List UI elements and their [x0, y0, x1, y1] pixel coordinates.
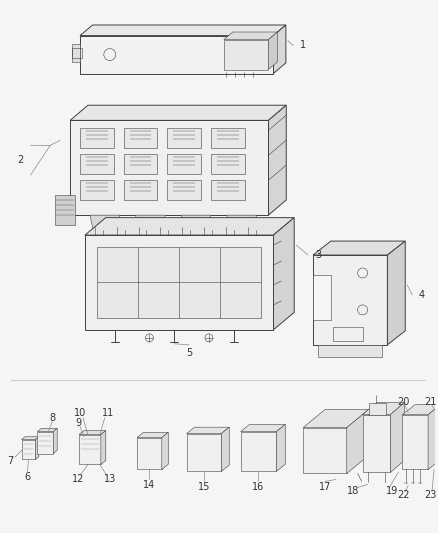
Polygon shape: [303, 427, 347, 473]
Polygon shape: [90, 215, 120, 233]
Polygon shape: [211, 180, 244, 200]
Polygon shape: [135, 215, 165, 233]
Polygon shape: [124, 154, 157, 174]
Polygon shape: [268, 32, 277, 69]
Polygon shape: [70, 105, 286, 120]
Polygon shape: [97, 247, 261, 318]
Polygon shape: [313, 275, 331, 320]
Polygon shape: [80, 180, 114, 200]
Text: 9: 9: [75, 417, 81, 427]
Polygon shape: [162, 432, 168, 470]
Text: 19: 19: [386, 487, 399, 496]
Polygon shape: [167, 128, 201, 148]
Polygon shape: [363, 415, 390, 472]
Text: 11: 11: [102, 408, 114, 418]
Text: 1: 1: [300, 39, 306, 50]
Polygon shape: [80, 128, 114, 148]
Polygon shape: [211, 128, 244, 148]
Polygon shape: [85, 235, 273, 330]
Polygon shape: [428, 405, 438, 470]
Polygon shape: [101, 431, 106, 464]
Polygon shape: [318, 345, 382, 357]
Polygon shape: [387, 241, 405, 345]
Polygon shape: [72, 44, 80, 61]
Polygon shape: [137, 432, 168, 438]
Text: 13: 13: [104, 474, 116, 484]
Polygon shape: [53, 429, 57, 454]
Text: 16: 16: [252, 482, 265, 492]
Polygon shape: [268, 105, 286, 215]
Polygon shape: [240, 424, 285, 432]
Polygon shape: [276, 424, 285, 472]
Text: 21: 21: [424, 397, 436, 407]
Polygon shape: [227, 215, 257, 233]
Polygon shape: [167, 180, 201, 200]
Text: 10: 10: [74, 408, 86, 418]
Polygon shape: [124, 180, 157, 200]
Text: 12: 12: [72, 474, 84, 484]
Polygon shape: [167, 154, 201, 174]
Polygon shape: [313, 241, 405, 255]
Text: 6: 6: [25, 472, 31, 482]
Polygon shape: [187, 433, 221, 472]
Polygon shape: [181, 215, 211, 233]
Polygon shape: [37, 429, 57, 432]
Polygon shape: [368, 402, 386, 415]
Polygon shape: [21, 440, 35, 459]
Text: 3: 3: [315, 250, 321, 260]
Text: 15: 15: [198, 482, 210, 492]
Polygon shape: [313, 255, 387, 345]
Polygon shape: [303, 410, 368, 427]
Polygon shape: [187, 427, 229, 433]
Polygon shape: [347, 410, 368, 473]
Text: 5: 5: [186, 348, 192, 358]
Polygon shape: [363, 402, 404, 415]
Polygon shape: [21, 437, 39, 440]
Polygon shape: [390, 402, 404, 472]
Polygon shape: [80, 25, 286, 36]
Polygon shape: [137, 438, 162, 470]
Polygon shape: [80, 36, 273, 74]
Polygon shape: [240, 432, 276, 472]
Text: 2: 2: [18, 155, 24, 165]
Polygon shape: [224, 39, 268, 69]
Text: 17: 17: [319, 482, 331, 492]
Polygon shape: [79, 431, 106, 434]
Polygon shape: [273, 217, 294, 330]
Polygon shape: [79, 434, 101, 464]
Text: 8: 8: [49, 413, 55, 423]
Polygon shape: [124, 128, 157, 148]
Polygon shape: [80, 154, 114, 174]
Text: 14: 14: [143, 480, 155, 490]
Polygon shape: [402, 405, 438, 415]
Text: 22: 22: [397, 490, 410, 500]
Polygon shape: [273, 25, 286, 74]
Text: 23: 23: [424, 490, 436, 500]
Polygon shape: [55, 195, 75, 225]
Polygon shape: [37, 432, 53, 454]
Polygon shape: [221, 427, 229, 472]
Text: 7: 7: [7, 456, 14, 466]
Polygon shape: [402, 415, 428, 470]
Polygon shape: [211, 154, 244, 174]
Polygon shape: [70, 120, 268, 215]
Text: 20: 20: [397, 397, 410, 407]
Text: 18: 18: [346, 487, 359, 496]
Polygon shape: [224, 32, 277, 39]
Polygon shape: [85, 217, 294, 235]
Text: 4: 4: [419, 290, 425, 300]
Polygon shape: [35, 437, 39, 459]
